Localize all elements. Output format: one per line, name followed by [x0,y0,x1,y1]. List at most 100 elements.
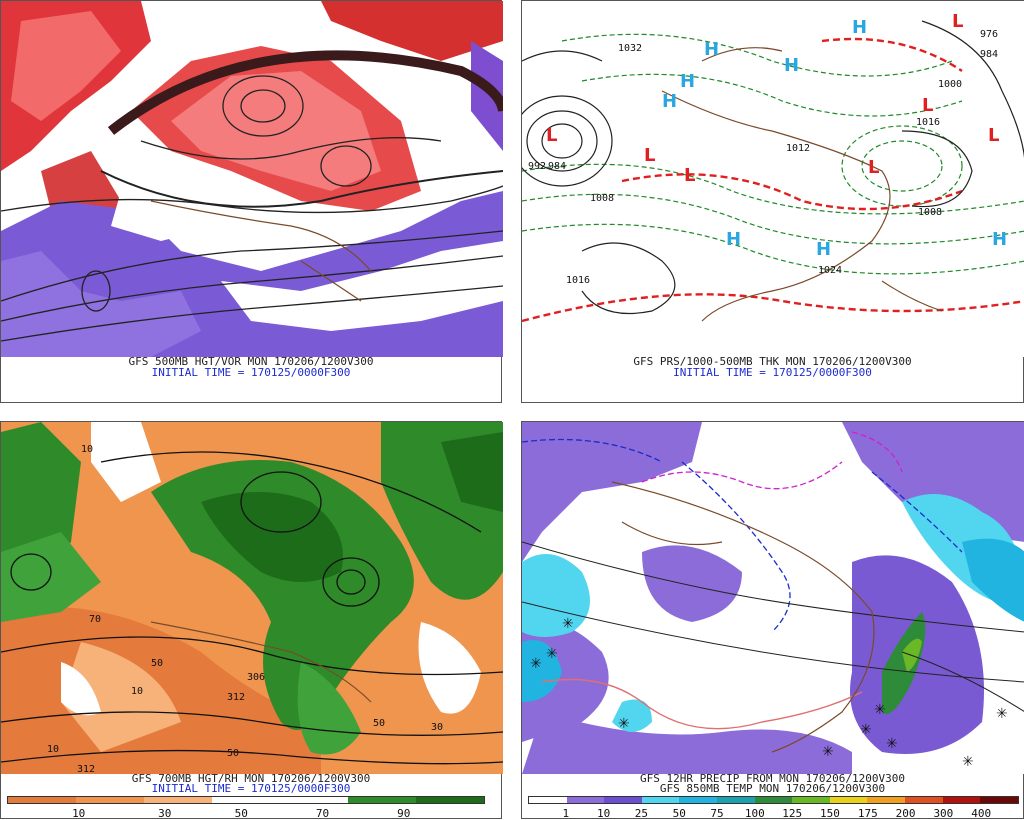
isobar-label: 984 [548,161,566,172]
colorbar-tick: 1 [562,807,570,820]
colorbar-swatch [348,797,416,803]
colorbar-tick: 70 [315,807,330,820]
contour-label: 50 [373,718,385,729]
contour-label: 50 [227,748,239,759]
contour-label: 10 [47,744,59,755]
snow-icon: ✳ [562,616,574,632]
colorbar-tick: 90 [397,807,411,820]
panel-subtitle: GFS 850MB TEMP MON 170206/1200V300 [659,782,886,795]
contour-label: 312 [77,764,95,774]
colorbar-swatch [717,797,755,803]
rh-colorbar-ticks: 10 30 50 70 90 [7,807,485,820]
snow-icon: ✳ [886,736,898,752]
panel-precip-850mb-temp: ✳ ✳ ✳ ✳ ✳ ✳ ✳ ✳ ✳ ✳ GFS 12HR PRECIP FROM… [521,421,1024,820]
colorbar-swatch [942,797,981,803]
colorbar-tick: 300 [933,807,954,820]
isobar-label: 1016 [566,275,590,286]
low-pressure-icon: L [988,125,999,146]
panel-init-time: INITIAL TIME = 170125/0000F300 [151,782,351,795]
isobar-label: 992 [528,161,546,172]
snow-icon: ✳ [860,722,872,738]
isobar-label: 1008 [918,207,942,218]
low-pressure-icon: L [546,125,557,146]
panel-title: GFS 700MB HGT/RH MON 170206/1200V300 [131,772,371,785]
high-pressure-icon: H [726,229,741,250]
contour-label: 70 [89,614,101,625]
colorbar-swatch [529,797,567,803]
snow-icon: ✳ [618,716,630,732]
low-pressure-icon: L [868,157,879,178]
high-pressure-icon: H [704,39,719,60]
colorbar-tick: 100 [744,807,765,820]
colorbar-swatch [212,797,280,803]
high-pressure-icon: H [784,55,799,76]
high-pressure-icon: H [680,71,695,92]
colorbar-swatch [679,797,718,803]
isobar-label: 1016 [916,117,940,128]
colorbar-swatch [8,797,76,803]
colorbar-tick: 25 [634,807,649,820]
panel-init-time: INITIAL TIME = 170125/0000F300 [151,366,351,379]
colorbar-swatch [604,797,642,803]
snow-icon: ✳ [996,706,1008,722]
isobar-label: 976 [980,29,998,40]
high-pressure-icon: H [662,91,677,112]
precip-map: ✳ ✳ ✳ ✳ ✳ ✳ ✳ ✳ ✳ ✳ [522,422,1024,774]
colorbar-tick: 175 [857,807,878,820]
isobar-label: 1008 [590,193,614,204]
colorbar-tick: 150 [820,807,840,820]
contour-label: 30 [431,722,443,733]
low-pressure-icon: L [952,11,963,32]
precip-colorbar-ticks: 1 10 25 50 75 100 125 150 175 200 300 40… [528,807,1019,820]
panel-500mb-hgt-vor: GFS 500MB HGT/VOR MON 170206/1200V300 IN… [0,0,503,403]
colorbar-swatch [980,797,1018,803]
snow-icon: ✳ [546,646,558,662]
snow-icon: ✳ [962,754,974,770]
contour-label: 10 [131,686,143,697]
panel-pressure-thickness: H H H H H H H H L L L L L L L 992 984 10… [521,0,1024,403]
contour-label: 306 [247,672,265,683]
colorbar-tick: 10 [596,807,611,820]
colorbar-swatch [905,797,943,803]
snow-icon: ✳ [530,656,542,672]
precip-colorbar [528,796,1019,804]
colorbar-swatch [829,797,868,803]
high-pressure-icon: H [852,17,867,38]
high-pressure-icon: H [992,229,1007,250]
low-pressure-icon: L [684,165,695,186]
panel-init-time: INITIAL TIME = 170125/0000F300 [673,366,872,379]
contour-label: 10 [81,444,93,455]
panel-title: GFS PRS/1000-500MB THK MON 170206/1200V3… [633,355,912,368]
colorbar-swatch [754,797,793,803]
colorbar-swatch [641,797,680,803]
colorbar-tick: 125 [782,807,803,820]
colorbar-tick: 75 [710,807,724,820]
panel-700mb-hgt-rh: 10 50 306 312 50 312 10 50 10 70 30 GFS … [0,421,503,820]
colorbar-swatch [144,797,212,803]
colorbar-swatch [280,797,348,803]
colorbar-tick: 400 [971,807,992,820]
snow-icon: ✳ [874,702,886,718]
colorbar-tick: 50 [672,807,686,820]
colorbar-swatch [566,797,605,803]
isobar-label: 1032 [618,43,642,54]
humidity-map: 10 50 306 312 50 312 10 50 10 70 30 [1,422,503,774]
panel-title: GFS 12HR PRECIP FROM MON 170206/1200V300 [640,772,905,785]
colorbar-tick: 200 [895,807,916,820]
colorbar-tick: 10 [72,807,86,820]
rh-colorbar [7,796,485,804]
low-pressure-icon: L [922,95,933,116]
snow-icon: ✳ [822,744,834,760]
low-pressure-icon: L [644,145,655,166]
isobar-label: 1024 [818,265,842,276]
colorbar-tick: 50 [234,807,248,820]
contour-label: 50 [151,658,163,669]
panel-title: GFS 500MB HGT/VOR MON 170206/1200V300 [128,355,374,368]
contour-label: 312 [227,692,245,703]
vorticity-map [1,1,503,357]
isobar-label: 1012 [786,143,810,154]
high-pressure-icon: H [816,239,831,260]
colorbar-swatch [76,797,144,803]
colorbar-swatch [792,797,830,803]
isobar-label: 1000 [938,79,962,90]
